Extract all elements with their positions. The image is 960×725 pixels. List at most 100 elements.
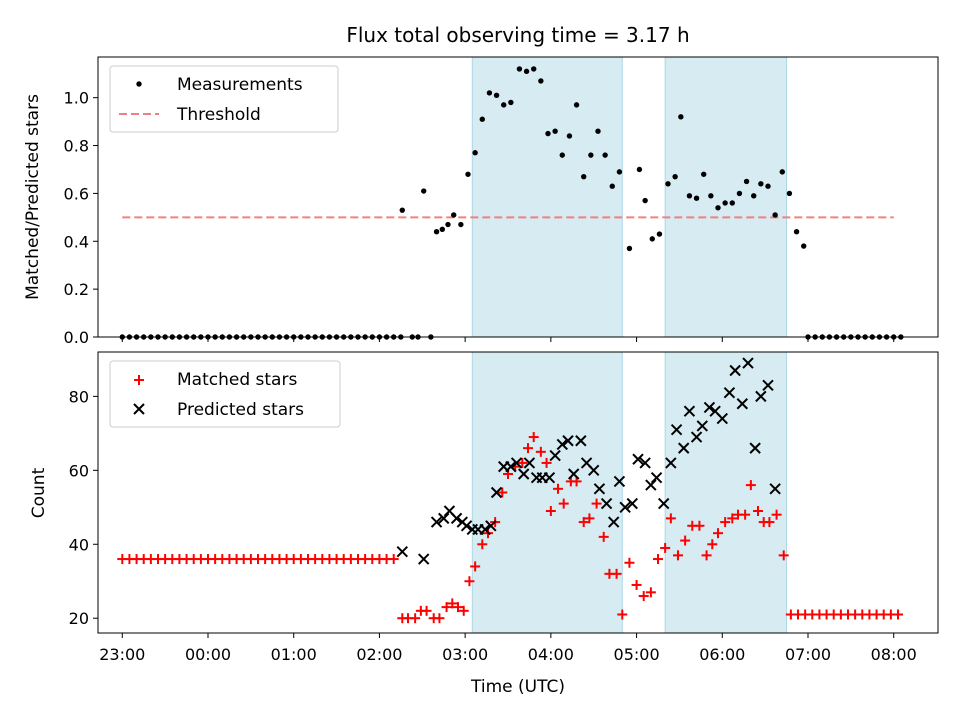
measurement-point <box>672 173 678 180</box>
measurement-point <box>678 114 684 120</box>
matched-star-point <box>458 605 469 616</box>
matched-star-point <box>421 605 432 616</box>
x-tick-label: 05:00 <box>614 645 660 664</box>
predicted-star-point <box>626 497 638 510</box>
measurement-point <box>566 133 573 139</box>
measurement-point <box>801 243 807 249</box>
matched-star-point <box>727 513 738 524</box>
predicted-star-point <box>678 442 690 454</box>
predicted-star-point <box>600 497 613 510</box>
legend-measurements-label: Measurements <box>177 75 303 95</box>
predicted-star-point <box>650 472 663 484</box>
matched-star-point <box>545 505 556 516</box>
predicted-star-point <box>729 364 741 377</box>
measurement-point <box>656 231 663 237</box>
measurement-point <box>665 181 671 187</box>
measurement-point <box>793 229 800 235</box>
predicted-star-point <box>742 357 754 369</box>
predicted-star-point <box>769 483 781 495</box>
measurement-point <box>649 236 655 242</box>
matched-star-point <box>541 457 552 468</box>
measurement-point <box>765 183 771 189</box>
count-x-axis: 23:00 00:00 01:00 02:00 03:00 04:00 05:00 06:00… <box>99 633 917 664</box>
observing-window-span <box>471 56 623 338</box>
measurement-point <box>642 197 648 204</box>
matched-star-point <box>745 480 756 491</box>
matched-star-point <box>517 457 528 468</box>
matched-star-point <box>388 554 399 565</box>
matched-star-point <box>598 531 609 542</box>
predicted-star-point <box>430 516 443 528</box>
predicted-star-point <box>696 420 708 432</box>
measurement-point <box>531 66 537 72</box>
count-legend-box <box>109 360 341 428</box>
predicted-star-point <box>690 431 703 443</box>
predicted-star-point <box>639 457 651 469</box>
measurement-point <box>693 195 700 201</box>
y-tick-label: 0.0 <box>64 328 89 347</box>
ratio-legend: Measurements Threshold <box>109 65 339 133</box>
legend-predicted-marker <box>133 403 145 415</box>
predicted-star-point <box>460 520 473 532</box>
measurement-point <box>609 183 615 189</box>
measurement-point <box>786 190 793 197</box>
x-axis-label: Time (UTC) <box>470 677 565 697</box>
predicted-star-point <box>450 512 463 525</box>
measurement-point <box>751 193 757 199</box>
matched-star-point <box>497 487 508 498</box>
predicted-star-point <box>645 479 657 491</box>
measurement-point <box>445 221 451 228</box>
predicted-star-point <box>418 553 430 565</box>
matched-star-point <box>558 498 569 509</box>
predicted-star-point <box>510 457 523 469</box>
matched-star-point <box>584 513 595 524</box>
legend-matched-label: Matched stars <box>177 370 297 390</box>
measurement-point <box>472 150 478 156</box>
matched-star-point <box>665 513 676 524</box>
matched-star-point <box>591 498 602 509</box>
measurement-point <box>772 212 778 218</box>
matched-star-point <box>707 539 718 550</box>
measurement-point <box>729 200 735 206</box>
measurement-point <box>779 169 785 175</box>
matched-star-point <box>694 520 705 531</box>
measurement-point <box>573 102 580 108</box>
count-legend: Matched stars Predicted stars <box>109 360 341 428</box>
matched-star-point <box>470 561 481 572</box>
matched-star-point <box>893 609 903 620</box>
matched-star-point <box>477 539 488 550</box>
x-tick-label: 00:00 <box>185 645 231 664</box>
predicted-star-point <box>716 412 728 425</box>
ratio-legend-box <box>109 65 339 133</box>
predicted-star-point <box>518 468 530 480</box>
x-tick-label: 03:00 <box>442 645 488 664</box>
matched-star-point <box>624 557 635 568</box>
measurement-point <box>439 226 445 233</box>
predicted-star-point <box>562 435 574 447</box>
observing-window-span <box>664 351 788 634</box>
predicted-star-point <box>549 449 561 462</box>
predicted-star-point <box>490 486 503 499</box>
y-tick-label: 60 <box>69 461 89 480</box>
count-y-label: Count <box>29 467 49 518</box>
predicted-star-point <box>608 516 620 528</box>
legend-threshold-label: Threshold <box>176 105 261 125</box>
observing-window-span <box>664 56 788 338</box>
legend-predicted-label: Predicted stars <box>177 400 304 420</box>
predicted-star-point <box>396 545 408 558</box>
observing-windows <box>471 56 788 338</box>
measurement-point <box>538 78 544 84</box>
matched-star-point <box>553 483 563 494</box>
predicted-star-point <box>665 457 677 469</box>
predicted-star-point <box>543 472 556 484</box>
matched-star-point <box>645 587 656 598</box>
legend-matched-marker <box>134 375 144 385</box>
matched-star-point <box>528 432 539 443</box>
matched-star-point <box>523 443 533 454</box>
measurement-point <box>458 221 464 228</box>
matched-star-point <box>410 613 421 624</box>
predicted-star-point <box>556 438 568 451</box>
predicted-star-point <box>703 401 716 414</box>
measurement-point <box>626 245 633 252</box>
